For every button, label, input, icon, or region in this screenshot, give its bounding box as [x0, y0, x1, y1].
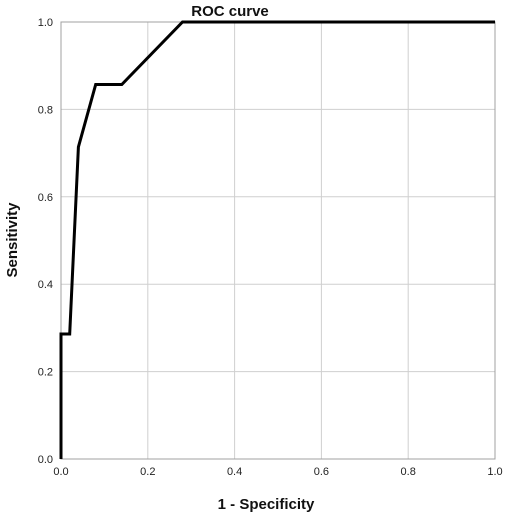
plot-background — [61, 22, 495, 459]
y-tick-label: 0.6 — [38, 192, 53, 204]
x-tick-labels: 0.0 0.2 0.4 0.6 0.8 1.0 — [53, 466, 502, 478]
x-tick-label: 0.2 — [140, 466, 155, 478]
roc-curve-line — [59, 20, 495, 459]
y-tick-label: 0.8 — [38, 104, 53, 116]
x-tick-label: 0.4 — [227, 466, 242, 478]
y-tick-labels: 0.0 0.2 0.4 0.6 0.8 1.0 — [38, 17, 53, 466]
x-tick-label: 0.8 — [401, 466, 416, 478]
x-tick-label: 0.0 — [53, 466, 68, 478]
x-tick-label: 1.0 — [487, 466, 502, 478]
y-tick-label: 1.0 — [38, 17, 53, 29]
y-tick-label: 0.0 — [38, 454, 53, 466]
chart-title: ROC curve — [191, 3, 269, 20]
y-axis-title: Sensitivity — [4, 202, 21, 278]
x-axis-title: 1 - Specificity — [218, 496, 315, 513]
series-layer — [59, 20, 495, 459]
y-tick-label: 0.4 — [38, 279, 53, 291]
x-tick-label: 0.6 — [314, 466, 329, 478]
y-tick-label: 0.2 — [38, 367, 53, 379]
